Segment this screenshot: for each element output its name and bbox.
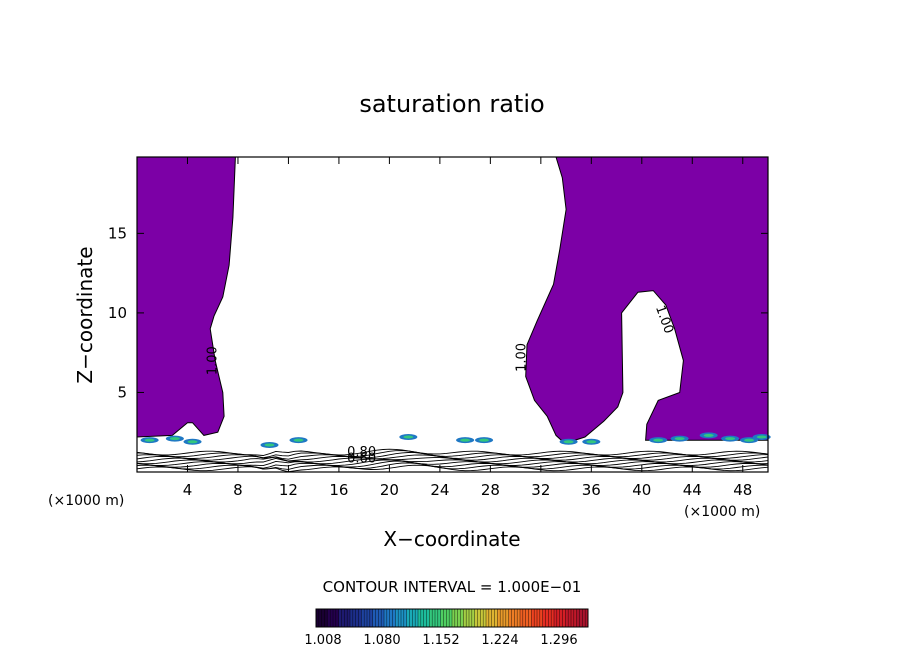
supersaturation-cell-core [264, 443, 275, 447]
y-tick-label: 10 [108, 304, 127, 322]
x-axis-title: X−coordinate [383, 527, 520, 551]
x-tick-label: 24 [430, 481, 449, 499]
colorbar-swatch [316, 609, 328, 627]
x-tick-label: 12 [279, 481, 298, 499]
supersaturation-cell-core [653, 438, 664, 442]
colorbar-swatch [486, 609, 498, 627]
contour-label: 0.80 [347, 445, 376, 460]
x-tick-label: 4 [183, 481, 193, 499]
colorbar-swatch [474, 609, 487, 627]
colorbar-swatch [520, 609, 532, 627]
colorbar-swatch [395, 609, 408, 627]
supersaturation-cell-core [479, 438, 490, 442]
colorbar-swatch [531, 609, 544, 627]
colorbar: 1.008 1.080 1.152 1.224 1.296 [304, 608, 589, 648]
colorbar-swatch [418, 609, 430, 627]
supersaturation-cell-core [293, 438, 304, 442]
plot-frame [136, 156, 769, 473]
x-tick-label: 16 [329, 481, 348, 499]
contour-label: 0.60 [347, 451, 376, 466]
colorbar-tick-label: 1.080 [363, 633, 400, 648]
contour-line [136, 459, 769, 467]
colorbar-tick-label: 1.224 [481, 633, 518, 648]
supersaturation-cell-core [744, 438, 755, 442]
x-tick-label: 36 [582, 481, 601, 499]
colorbar-swatch [350, 609, 362, 627]
colorbar-swatch [565, 609, 578, 627]
x-axis-unit: (×1000 m) [684, 504, 760, 520]
colorbar-tick-label: 1.152 [422, 633, 459, 648]
region-left [136, 156, 236, 438]
colorbar-swatch [463, 609, 476, 627]
colorbar-swatch [542, 609, 555, 627]
contour-label: 1.00 [515, 343, 530, 372]
x-tick-label: 40 [632, 481, 651, 499]
colorbar-swatch [384, 609, 396, 627]
x-tick-label: 8 [233, 481, 243, 499]
supersaturation-cell-core [586, 440, 597, 444]
supersaturation-cell-core [725, 437, 736, 441]
supersaturation-cell-core [460, 438, 471, 442]
supersaturation-cell-core [674, 437, 685, 441]
supersaturation-cell-core [187, 440, 198, 444]
contour-line [136, 457, 769, 465]
colorbar-tick-label: 1.008 [304, 633, 341, 648]
colorbar-swatch [361, 609, 374, 627]
y-tick-label: 15 [108, 224, 127, 242]
colorbar-swatch [497, 609, 510, 627]
y-axis-unit: (×1000 m) [48, 493, 124, 509]
supersaturation-cell-core [703, 433, 714, 437]
colorbar-swatch [406, 609, 419, 627]
colorbar-swatch [576, 609, 589, 627]
contour-label: 1.00 [206, 346, 221, 375]
chart-title: saturation ratio [359, 90, 544, 118]
contour-interval-label: CONTOUR INTERVAL = 1.000E−01 [323, 578, 582, 596]
contour-line [136, 450, 769, 459]
supersaturation-cell-core [756, 435, 767, 439]
x-tick-label: 48 [733, 481, 752, 499]
contour-line [136, 464, 769, 473]
region-right [525, 156, 769, 444]
supersaturation-cell-core [563, 440, 574, 444]
colorbar-swatch [338, 609, 351, 627]
colorbar-swatch [372, 609, 385, 627]
y-tick-label: 5 [117, 383, 127, 401]
colorbar-swatch [429, 609, 442, 627]
colorbar-frame [315, 608, 589, 628]
x-tick-label: 20 [380, 481, 399, 499]
supersaturation-cell-core [403, 435, 414, 439]
colorbar-swatch [440, 609, 453, 627]
colorbar-swatch [508, 609, 521, 627]
x-tick-label: 32 [531, 481, 550, 499]
colorbar-tick-label: 1.296 [540, 633, 577, 648]
y-axis-title: Z−coordinate [73, 246, 97, 383]
contour-line [136, 448, 769, 456]
colorbar-swatch [452, 609, 464, 627]
colorbar-swatch [327, 609, 340, 627]
x-tick-label: 28 [481, 481, 500, 499]
supersaturation-cell-core [169, 437, 180, 441]
supersaturation-cell-core [144, 438, 155, 442]
colorbar-swatch [554, 609, 566, 627]
x-tick-label: 44 [683, 481, 702, 499]
